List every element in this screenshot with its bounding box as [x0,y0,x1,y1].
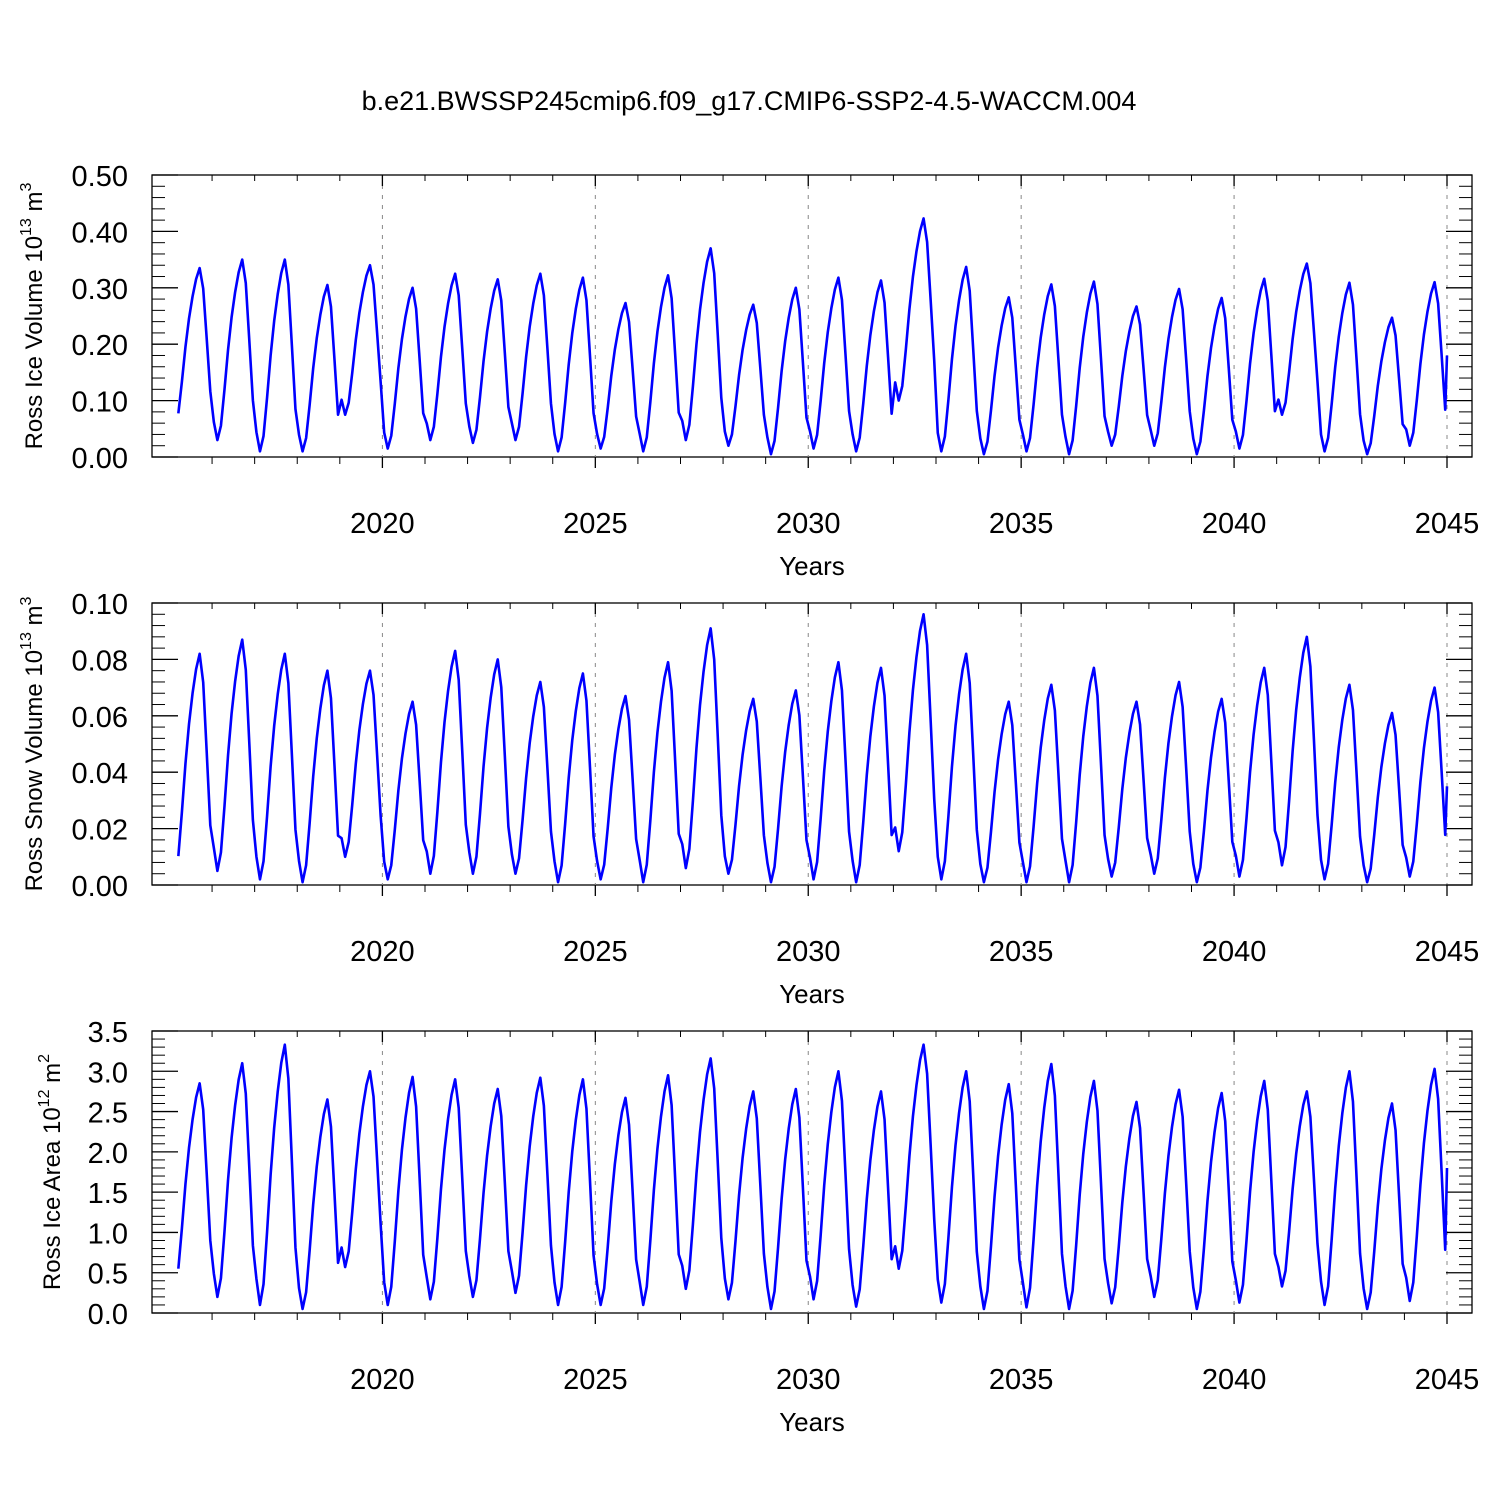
y-tick-label: 3.5 [88,1017,128,1049]
y-tick-label: 0.10 [72,589,128,621]
x-tick-label: 2035 [989,936,1054,968]
panel-1: 2020 2025 2030 2035 2040 2045 0.00 0.10 0.20 0.30… [18,161,1479,581]
x-tick-label: 2040 [1202,936,1267,968]
x-tick-label: 2035 [989,508,1054,540]
x-tick-label: 2020 [350,508,415,540]
x-tick-label: 2045 [1415,1364,1480,1396]
y-tick-label: 0.0 [88,1299,128,1331]
x-tick-label: 2030 [776,936,841,968]
y-axis-label: Ross Snow Volume 1013 m3 [18,596,48,891]
x-tick-label: 2045 [1415,508,1480,540]
y-tick-label: 3.0 [88,1057,128,1089]
y-tick-label: 0.04 [72,758,128,790]
x-axis-label: Years [779,1407,845,1437]
panel-3: 2020 2025 2030 2035 2040 2045 0.0 0.5 1.0 1.5 2.0 2… [36,1017,1479,1437]
y-tick-label: 0.50 [72,161,128,193]
x-tick-label: 2030 [776,508,841,540]
y-tick-label: 0.10 [72,387,128,419]
x-tick-label: 2020 [350,1364,415,1396]
y-tick-label: 0.5 [88,1259,128,1291]
y-tick-label: 0.00 [72,443,128,475]
figure-title: b.e21.BWSSP245cmip6.f09_g17.CMIP6-SSP2-4… [362,86,1137,116]
x-tick-label: 2035 [989,1364,1054,1396]
y-tick-label: 1.5 [88,1178,128,1210]
y-tick-label: 0.00 [72,871,128,903]
y-tick-label: 0.20 [72,330,128,362]
y-tick-label: 0.08 [72,645,128,677]
y-tick-label: 2.0 [88,1138,128,1170]
plot-frame [151,602,1473,886]
x-tick-label: 2025 [563,1364,628,1396]
x-tick-label: 2025 [563,508,628,540]
y-tick-label: 2.5 [88,1098,128,1130]
y-tick-label: 0.30 [72,274,128,306]
y-axis-label: Ross Ice Area 1012 m2 [36,1054,66,1290]
x-tick-label: 2025 [563,936,628,968]
x-tick-label: 2040 [1202,1364,1267,1396]
x-tick-label: 2020 [350,936,415,968]
y-tick-label: 0.40 [72,217,128,249]
series-line [177,1043,1449,1311]
y-axis-label: Ross Ice Volume 1013 m3 [18,182,48,449]
panel-2: 2020 2025 2030 2035 2040 2045 0.00 0.02 0.04 0.06… [18,589,1479,1009]
y-tick-label: 0.06 [72,702,128,734]
plot-frame [151,174,1473,458]
y-tick-label: 1.0 [88,1218,128,1250]
y-tick-label: 0.02 [72,815,128,847]
plot-frame [151,1030,1473,1314]
x-tick-label: 2040 [1202,508,1267,540]
x-tick-label: 2045 [1415,936,1480,968]
series-line [177,217,1449,456]
x-axis-label: Years [779,979,845,1009]
series-line [177,612,1449,884]
x-tick-label: 2030 [776,1364,841,1396]
x-axis-label: Years [779,551,845,581]
